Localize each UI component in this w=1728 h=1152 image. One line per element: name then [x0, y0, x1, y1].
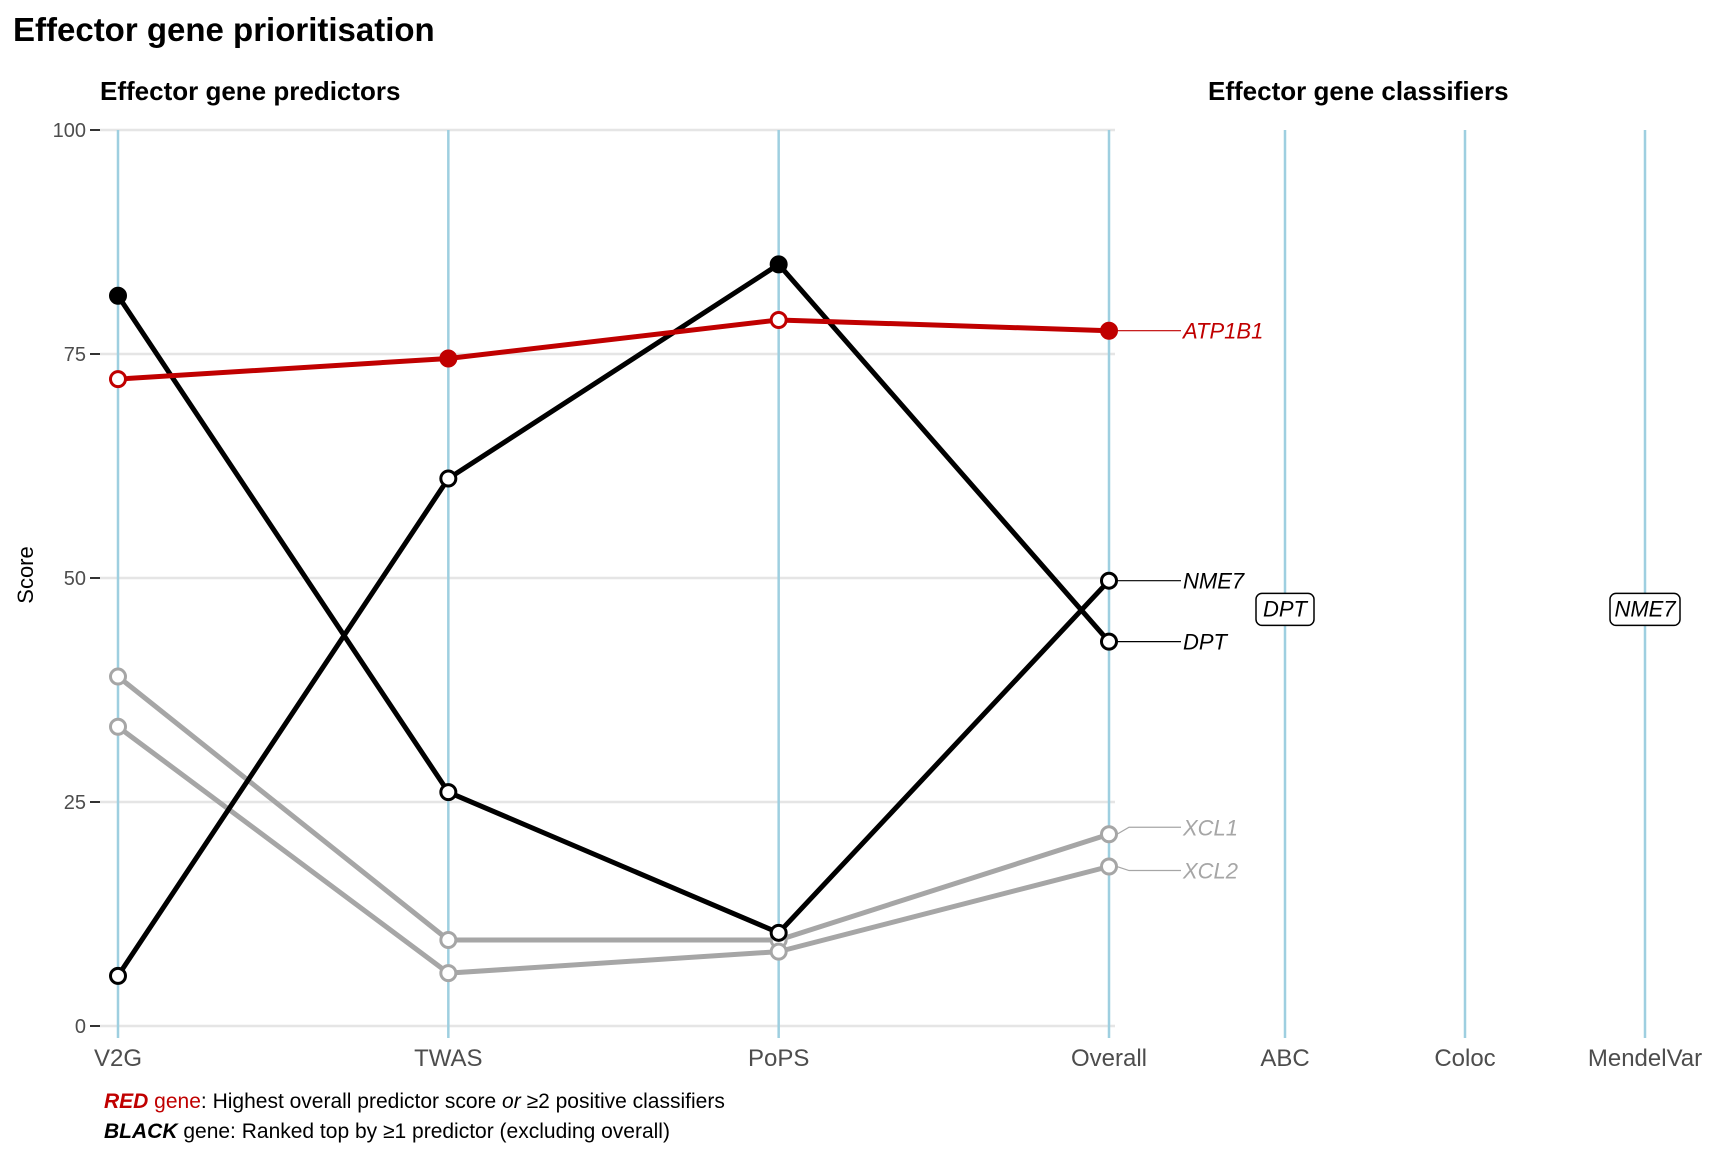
x-tick-label: PoPS	[748, 1045, 809, 1072]
classifier-badge	[1609, 592, 1681, 627]
series-group	[109, 255, 1118, 985]
data-point	[439, 964, 458, 983]
classifier-gene-label: DPT	[1263, 596, 1309, 621]
data-point	[1100, 857, 1118, 876]
gene-label-nme7: NME7	[1183, 569, 1245, 594]
x-axis: V2G TWAS PoPS Overall ABC Coloc MendelVar	[94, 1045, 1702, 1072]
y-axis: 0 25 50 75 100	[53, 120, 100, 1038]
data-point	[109, 717, 127, 736]
data-point	[769, 942, 788, 961]
data-point	[769, 310, 788, 329]
data-point	[1100, 321, 1118, 340]
y-tick-label: 100	[53, 120, 86, 142]
y-tick-label: 75	[64, 344, 86, 366]
series-atp1b1	[109, 310, 1118, 389]
data-point	[109, 966, 127, 985]
data-point	[439, 469, 458, 488]
data-point	[1100, 571, 1118, 590]
y-tick-label: 25	[64, 792, 86, 814]
series-xcl2	[109, 717, 1118, 983]
classifier-gene-label: NME7	[1614, 596, 1676, 621]
classifier-tick-label: ABC	[1260, 1045, 1309, 1072]
data-point	[1100, 825, 1118, 844]
classifier-badges: DPT NME7	[1255, 592, 1681, 627]
y-axis-label: Score	[13, 546, 38, 603]
gene-label-atp1b1: ATP1B1	[1181, 319, 1263, 344]
series-line	[116, 674, 1110, 943]
series-line	[117, 317, 1110, 382]
caption-red-key: RED	[104, 1090, 148, 1113]
gene-labels: ATP1B1 NME7 DPT XCL1 XCL2	[1116, 319, 1263, 884]
label-leader-line	[1116, 865, 1181, 872]
gene-label-xcl2: XCL2	[1182, 859, 1238, 884]
caption-line-2: BLACK gene: Ranked top by ≥1 predictor (…	[104, 1120, 670, 1143]
data-point	[109, 370, 127, 389]
series-line	[116, 724, 1110, 976]
data-point	[769, 255, 788, 274]
series-dpt	[109, 255, 1118, 985]
y-tick-label: 50	[64, 568, 86, 590]
series-line	[115, 294, 1111, 936]
category-axis-lines	[116, 130, 1647, 1038]
classifiers-subtitle: Effector gene classifiers	[1208, 76, 1509, 106]
gene-label-dpt: DPT	[1183, 630, 1229, 655]
caption-red-text-a: : Highest overall predictor score	[201, 1090, 502, 1113]
classifier-tick-label: Coloc	[1434, 1045, 1495, 1072]
classifier-tick-label: MendelVar	[1588, 1045, 1702, 1072]
caption-red-key-suffix: gene	[148, 1090, 201, 1113]
classifier-badge	[1255, 592, 1315, 627]
series-line	[115, 261, 1111, 978]
y-tick-label: 0	[75, 1016, 86, 1038]
x-tick-label: V2G	[94, 1045, 142, 1072]
grid-lines	[100, 128, 1115, 1028]
data-point	[1100, 632, 1118, 651]
caption-red-text-b: ≥2 positive classifiers	[521, 1090, 725, 1113]
caption-black-key: BLACK	[104, 1120, 179, 1143]
predictors-subtitle: Effector gene predictors	[100, 76, 401, 106]
data-point	[109, 286, 127, 305]
caption-line-1: RED gene: Highest overall predictor scor…	[104, 1090, 725, 1113]
chart-title: Effector gene prioritisation	[13, 11, 435, 48]
gene-label-xcl1: XCL1	[1182, 815, 1238, 840]
data-point	[439, 349, 458, 368]
x-tick-label: Overall	[1071, 1045, 1147, 1072]
data-point	[439, 783, 458, 802]
caption-red-italic: or	[502, 1090, 522, 1113]
data-point	[109, 667, 127, 686]
data-point	[769, 923, 788, 942]
caption-black-text: gene: Ranked top by ≥1 predictor (exclud…	[178, 1120, 670, 1143]
series-nme7	[109, 286, 1118, 942]
x-tick-label: TWAS	[414, 1045, 482, 1072]
label-leader-line	[1116, 826, 1181, 835]
data-point	[439, 930, 458, 949]
